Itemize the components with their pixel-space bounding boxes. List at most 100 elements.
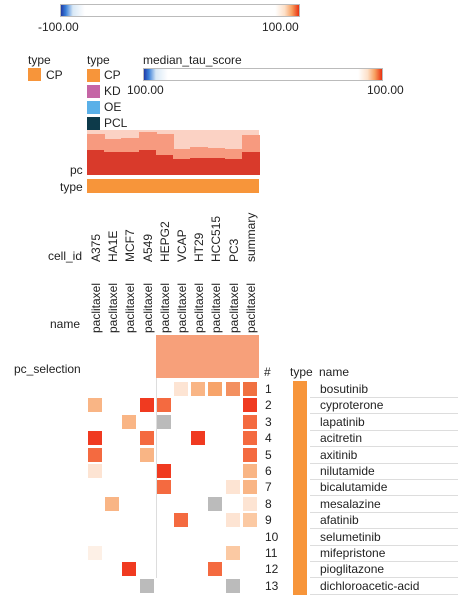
heatmap-cell[interactable] [208,382,222,396]
median-tau-title: median_tau_score [143,53,242,67]
name-row-label: name [50,317,81,331]
heatmap-cell[interactable] [157,464,171,478]
row-type-swatch [293,561,307,578]
row-name[interactable]: bosutinib [320,382,369,396]
heatmap-cell[interactable] [174,382,188,396]
heatmap-cell[interactable] [88,464,102,478]
legend-label-cp: CP [104,68,121,82]
heatmap-cell[interactable] [88,448,102,462]
row-divider [310,430,458,431]
cell-id-row-label: cell_id [48,249,83,263]
heatmap-cell[interactable] [243,398,257,412]
heatmap-cell[interactable] [208,497,222,511]
heatmap-cell[interactable] [208,562,222,576]
pc-bar-dark [190,158,208,175]
row-name[interactable]: nilutamide [320,464,375,478]
row-name[interactable]: acitretin [320,431,363,445]
heatmap-cell[interactable] [243,513,257,527]
pc-bar-dark [156,155,174,175]
row-name[interactable]: axitinib [320,448,358,462]
legend-left-title: type [28,53,51,67]
row-name[interactable]: afatinib [320,513,359,527]
heatmap-cell[interactable] [243,448,257,462]
top-colorbar-max-label: 100.00 [262,20,299,34]
heatmap-cell[interactable] [243,431,257,445]
pc-bar-dark [207,158,225,175]
row-divider [310,512,458,513]
heatmap-cell[interactable] [88,546,102,560]
row-number: 3 [265,415,272,429]
heatmap-cell[interactable] [226,579,240,593]
row-name[interactable]: cyproterone [320,398,384,412]
legend-left-swatch-cp [28,68,41,81]
heatmap-cell[interactable] [88,431,102,445]
pc-row-label: pc [70,163,83,177]
pc-selection-block [156,335,259,378]
row-type-swatch [293,512,307,529]
heatmap-cell[interactable] [226,382,240,396]
median-tau-max-label: 100.00 [367,83,404,97]
legend-swatch-kd [87,85,100,98]
heatmap-cell[interactable] [243,415,257,429]
type-row-label: type [60,180,83,194]
heatmap-cell[interactable] [157,415,171,429]
heatmap-cell[interactable] [140,398,154,412]
legend-right-title: type [87,53,110,67]
heatmap-cell[interactable] [157,398,171,412]
row-name[interactable]: mesalazine [320,497,381,511]
type-color-row [87,179,259,193]
heatmap-cell[interactable] [226,546,240,560]
heatmap-cell[interactable] [140,579,154,593]
pc-bar-area [87,130,260,175]
heatmap-cell[interactable] [243,382,257,396]
pc-bar-dark [225,159,243,175]
heatmap-cell[interactable] [191,382,205,396]
row-name[interactable]: lapatinib [320,415,365,429]
heatmap-cell[interactable] [174,513,188,527]
row-number: 5 [265,448,272,462]
row-number: 1 [265,382,272,396]
row-divider [310,397,458,398]
heatmap-cell[interactable] [122,415,136,429]
legend-label-oe: OE [104,100,122,114]
row-divider [310,413,458,414]
row-type-swatch [293,496,307,513]
pc-bar-dark [87,150,105,175]
row-type-swatch [293,545,307,562]
row-type-swatch [293,578,307,595]
heatmap-cell[interactable] [191,431,205,445]
heatmap-cell[interactable] [243,480,257,494]
top-colorbar-min-label: -100.00 [38,20,79,34]
row-number: 12 [265,562,279,576]
heatmap-cell[interactable] [226,513,240,527]
row-name[interactable]: dichloroacetic-acid [320,579,420,593]
row-divider [310,479,458,480]
row-divider [310,463,458,464]
row-type-swatch [293,414,307,431]
row-type-swatch [293,479,307,496]
heatmap-cell[interactable] [157,480,171,494]
row-number: 2 [265,398,272,412]
row-type-swatch [293,529,307,546]
heatmap-cell[interactable] [243,497,257,511]
row-divider [310,495,458,496]
row-number: 7 [265,480,272,494]
row-name[interactable]: pioglitazone [320,562,385,576]
heatmap-cell[interactable] [226,480,240,494]
pc-selection-divider [156,378,157,578]
heatmap-cell[interactable] [243,464,257,478]
row-divider [310,446,458,447]
heatmap-cell[interactable] [140,448,154,462]
row-name[interactable]: bicalutamide [320,480,388,494]
legend-left-label-cp: CP [46,68,63,82]
pc-selection-row-label: pc_selection [14,362,81,376]
row-divider [310,577,458,578]
heatmap-cell[interactable] [122,562,136,576]
heatmap-cell[interactable] [88,398,102,412]
heatmap-cell[interactable] [105,497,119,511]
legend-swatch-cp [87,69,100,82]
heatmap-cell[interactable] [140,431,154,445]
row-name[interactable]: selumetinib [320,530,381,544]
row-name[interactable]: mifepristone [320,546,386,560]
